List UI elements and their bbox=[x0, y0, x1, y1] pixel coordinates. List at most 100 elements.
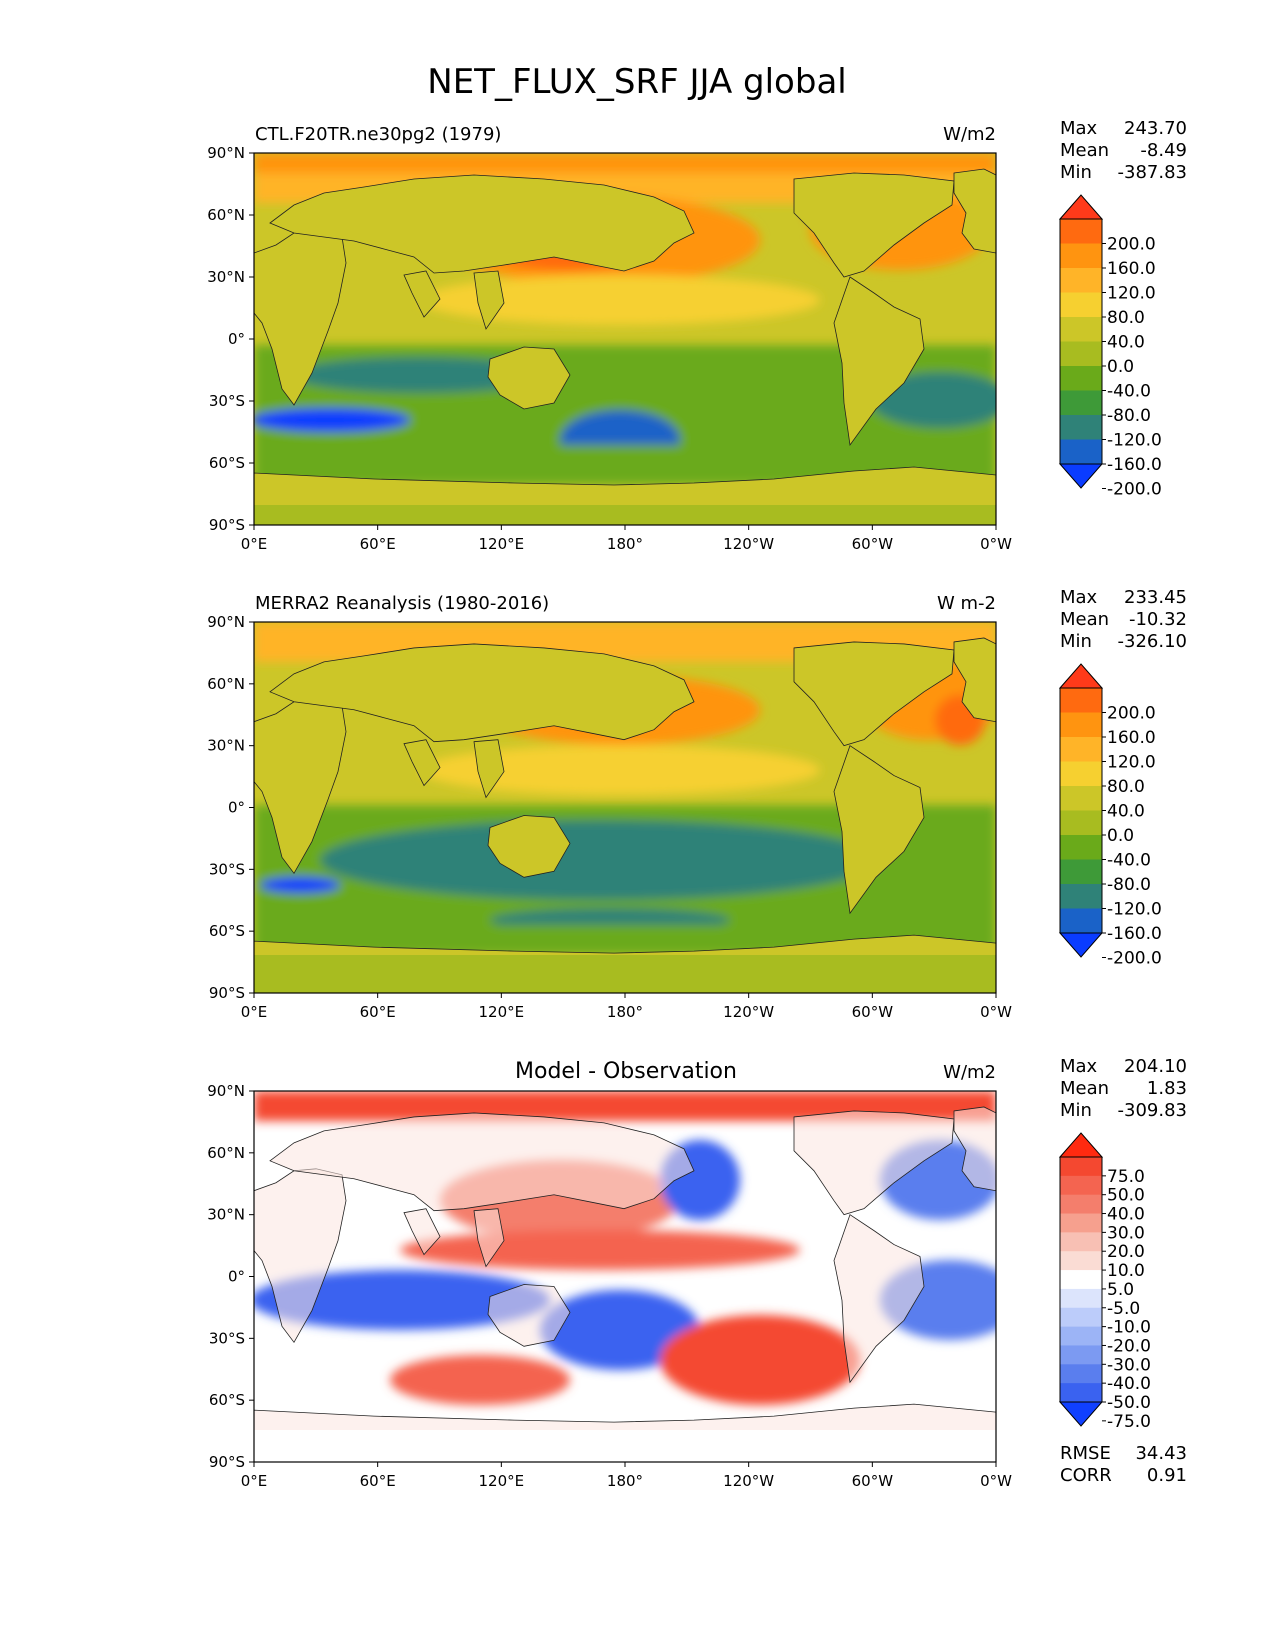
colorbar-label: -80.0 bbox=[1107, 406, 1151, 426]
lon-tick-label: 60°E bbox=[360, 1472, 396, 1490]
colorbar-level bbox=[1060, 439, 1102, 465]
colorbar-level bbox=[1060, 292, 1102, 318]
lat-tick-label: 90°N bbox=[207, 613, 245, 631]
lon-tick-label: 120°E bbox=[479, 535, 525, 553]
colorbar-level bbox=[1060, 1383, 1102, 1403]
colorbar-level bbox=[1060, 884, 1102, 909]
rmse-value: 34.43 bbox=[1135, 1443, 1187, 1464]
colorbar-level bbox=[1060, 219, 1102, 244]
lon-tick-label: 0°W bbox=[980, 1472, 1012, 1490]
lat-tick-label: 30°N bbox=[207, 268, 245, 286]
panel-units: W/m2 bbox=[943, 1062, 996, 1083]
stat-min-label: Min bbox=[1060, 631, 1092, 652]
lon-tick-label: 180° bbox=[607, 1003, 643, 1021]
lon-tick-label: 180° bbox=[607, 1472, 643, 1490]
colorbar-label: 80.0 bbox=[1107, 308, 1145, 328]
colorbar-extend-min bbox=[1058, 463, 1104, 489]
lat-tick-label: 30°S bbox=[209, 392, 245, 410]
colorbar-label: -40.0 bbox=[1107, 851, 1151, 871]
colorbar-frame bbox=[1059, 1156, 1103, 1403]
lat-tick-label: 0° bbox=[228, 1268, 245, 1286]
panel-units: W m-2 bbox=[937, 593, 996, 614]
stats-block: Max 243.70 Mean -8.49 Min -387.83 bbox=[1060, 118, 1187, 183]
colorbar-label: 50.0 bbox=[1107, 1186, 1145, 1206]
lat-tick-label: 90°S bbox=[209, 1453, 245, 1471]
colorbar-label: -200.0 bbox=[1107, 480, 1162, 500]
colorbar-label: 200.0 bbox=[1107, 235, 1156, 255]
colorbar-level bbox=[1060, 737, 1102, 762]
colorbar-label: -75.0 bbox=[1107, 1412, 1151, 1432]
stat-mean-label: Mean bbox=[1060, 140, 1109, 161]
stat-mean-label: Mean bbox=[1060, 1078, 1109, 1099]
colorbar-label: 40.0 bbox=[1107, 1205, 1145, 1225]
lon-tick-label: 180° bbox=[607, 535, 643, 553]
stat-min-value: -326.10 bbox=[1118, 631, 1187, 652]
colorbar-level bbox=[1060, 317, 1102, 342]
stat-min-label: Min bbox=[1060, 1100, 1092, 1121]
colorbar-label: 160.0 bbox=[1107, 259, 1156, 279]
colorbar-level bbox=[1060, 1157, 1102, 1177]
colorbar-label: -40.0 bbox=[1107, 1374, 1151, 1394]
stat-mean-label: Mean bbox=[1060, 609, 1109, 630]
colorbar-label: -30.0 bbox=[1107, 1355, 1151, 1375]
colorbar-extend-max bbox=[1058, 194, 1104, 220]
lon-tick-label: 60°W bbox=[852, 1472, 894, 1490]
colorbar-level bbox=[1060, 1175, 1102, 1196]
colorbar-extend-max bbox=[1058, 1132, 1104, 1158]
colorbar-label: -40.0 bbox=[1107, 382, 1151, 402]
colorbar-level bbox=[1060, 1288, 1102, 1309]
colorbar-label: -80.0 bbox=[1107, 875, 1151, 895]
colorbar-level bbox=[1060, 341, 1102, 367]
stat-min-label: Min bbox=[1060, 162, 1092, 183]
lat-tick-label: 90°N bbox=[207, 1082, 245, 1100]
colorbar-label: 120.0 bbox=[1107, 284, 1156, 304]
colorbar-label: 0.0 bbox=[1107, 357, 1134, 377]
panel-left-title: MERRA2 Reanalysis (1980-2016) bbox=[255, 593, 549, 614]
lat-tick-label: 60°N bbox=[207, 206, 245, 224]
colorbar-level bbox=[1060, 1194, 1102, 1215]
stat-mean-value: -10.32 bbox=[1129, 609, 1187, 630]
map-field bbox=[254, 153, 996, 525]
lat-tick-label: 90°N bbox=[207, 144, 245, 162]
lon-tick-label: 120°E bbox=[479, 1472, 525, 1490]
corr-label: CORR bbox=[1060, 1465, 1112, 1486]
lon-tick-label: 0°W bbox=[980, 1003, 1012, 1021]
colorbar-label: 80.0 bbox=[1107, 777, 1145, 797]
lat-tick-label: 90°S bbox=[209, 516, 245, 534]
lon-tick-label: 60°W bbox=[852, 1003, 894, 1021]
colorbar-label: 30.0 bbox=[1107, 1223, 1145, 1243]
colorbar-label: -20.0 bbox=[1107, 1336, 1151, 1356]
colorbar-level bbox=[1060, 1364, 1102, 1384]
colorbar-label: 20.0 bbox=[1107, 1242, 1145, 1262]
colorbar-label: 5.0 bbox=[1107, 1280, 1134, 1300]
colorbar-label: 120.0 bbox=[1107, 753, 1156, 773]
panel-units: W/m2 bbox=[943, 124, 996, 145]
colorbar-label: 160.0 bbox=[1107, 728, 1156, 748]
lon-tick-label: 120°E bbox=[479, 1003, 525, 1021]
panel-difference: Model - Observation W/m2 90°N60°N30° bbox=[207, 1056, 1187, 1490]
lat-tick-label: 60°N bbox=[207, 1144, 245, 1162]
colorbar-level bbox=[1060, 390, 1102, 416]
colorbar-level bbox=[1060, 859, 1102, 885]
colorbar-level bbox=[1060, 1326, 1102, 1346]
lon-tick-label: 60°E bbox=[360, 535, 396, 553]
stat-min-value: -387.83 bbox=[1118, 162, 1187, 183]
colorbar-label: 40.0 bbox=[1107, 333, 1145, 353]
colorbar-label: -160.0 bbox=[1107, 455, 1162, 475]
lat-tick-label: 60°S bbox=[209, 454, 245, 472]
colorbar-level bbox=[1060, 761, 1102, 787]
lon-tick-label: 60°W bbox=[852, 535, 894, 553]
diff-stats: RMSE 34.43 CORR 0.91 bbox=[1060, 1443, 1187, 1486]
stats-block: Max 233.45 Mean -10.32 Min -326.10 bbox=[1060, 587, 1187, 652]
lon-tick-label: 0°E bbox=[241, 1472, 268, 1490]
map-field bbox=[254, 1091, 996, 1462]
colorbar-level bbox=[1060, 243, 1102, 269]
rmse-label: RMSE bbox=[1060, 1443, 1111, 1464]
stat-max-value: 233.45 bbox=[1124, 587, 1187, 608]
stat-max-label: Max bbox=[1060, 587, 1098, 608]
colorbar-level bbox=[1060, 786, 1102, 811]
colorbar-label: 10.0 bbox=[1107, 1261, 1145, 1281]
colorbar-level bbox=[1060, 1270, 1102, 1290]
lat-tick-label: 0° bbox=[228, 799, 245, 817]
